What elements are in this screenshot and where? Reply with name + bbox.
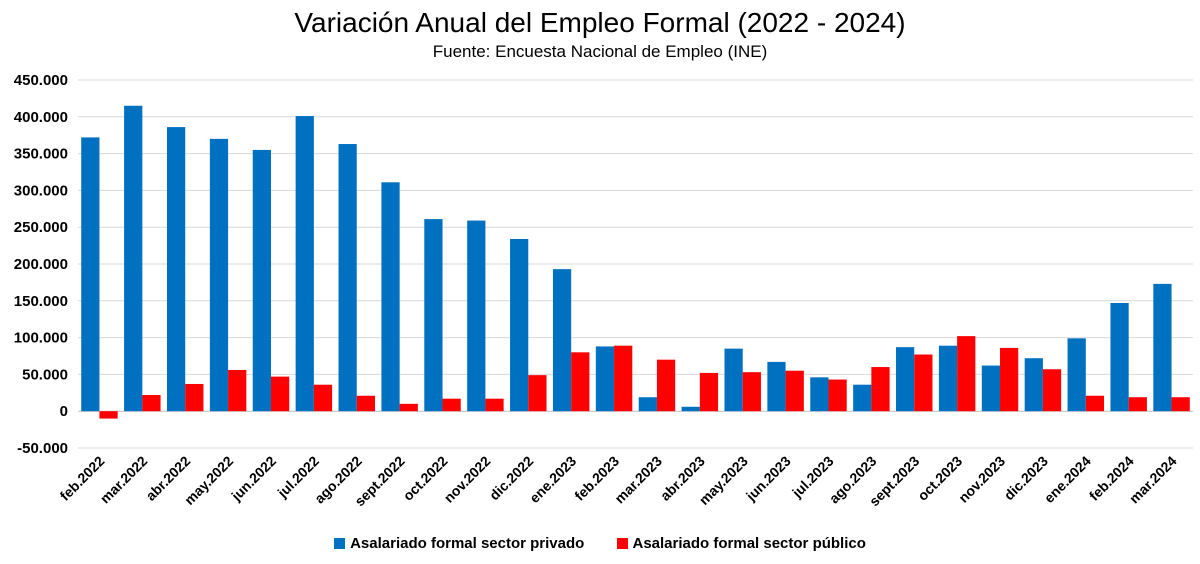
- x-tick-label: mar.2024: [1126, 453, 1180, 507]
- y-tick-label: 350.000: [14, 146, 68, 163]
- bar-private-sept.2022: [381, 182, 400, 412]
- bar-private-oct.2023: [938, 345, 958, 412]
- bar-private-jun.2023: [767, 361, 786, 412]
- y-tick-label: 300.000: [14, 182, 68, 199]
- bar-private-ene.2024: [1067, 338, 1086, 412]
- bars: [81, 105, 1190, 419]
- x-tick-label: nov.2023: [955, 453, 1008, 506]
- y-tick-label: -50.000: [17, 440, 68, 457]
- bar-private-feb.2022: [81, 137, 100, 412]
- bar-public-jun.2023: [785, 370, 804, 412]
- y-tick-label: 50.000: [22, 366, 68, 383]
- bar-private-feb.2024: [1110, 303, 1129, 412]
- bar-private-mar.2022: [124, 105, 143, 412]
- bar-private-nov.2022: [467, 220, 486, 412]
- bar-private-jul.2022: [295, 116, 314, 412]
- x-tick-label: mar.2023: [611, 453, 665, 507]
- x-tick-label: ene.2023: [526, 453, 579, 506]
- x-tick-label: nov.2022: [441, 453, 494, 506]
- legend-swatch-private: [334, 538, 346, 549]
- y-tick-label: 250.000: [14, 219, 68, 236]
- y-tick-label: 0: [60, 403, 68, 420]
- y-tick-label: 400.000: [14, 109, 68, 126]
- bar-private-ene.2023: [552, 269, 572, 412]
- bar-private-nov.2023: [981, 365, 1001, 412]
- bar-public-feb.2022: [99, 411, 118, 419]
- bar-public-mar.2023: [656, 359, 676, 412]
- bar-private-dic.2022: [510, 238, 529, 412]
- bar-private-mar.2023: [638, 397, 657, 412]
- bar-public-ene.2023: [571, 352, 590, 412]
- x-axis-tick-labels: feb.2022mar.2022abr.2022may.2022jun.2022…: [57, 453, 1180, 510]
- bar-private-ago.2022: [338, 144, 357, 412]
- bar-private-oct.2022: [424, 219, 443, 412]
- bar-private-may.2022: [209, 138, 229, 412]
- bar-private-feb.2023: [595, 346, 615, 412]
- legend-label-public: Asalariado formal sector público: [632, 535, 866, 552]
- bar-public-mar.2022: [142, 395, 161, 412]
- bar-private-dic.2023: [1024, 358, 1043, 412]
- legend: Asalariado formal sector privado Asalari…: [0, 535, 1200, 553]
- bar-private-sept.2023: [896, 347, 915, 412]
- bar-public-feb.2023: [614, 345, 633, 412]
- bar-public-mar.2024: [1171, 397, 1190, 412]
- bar-private-may.2023: [724, 348, 743, 412]
- chart-title: Variación Anual del Empleo Formal (2022 …: [294, 7, 906, 38]
- bar-private-abr.2022: [166, 127, 186, 412]
- bar-private-mar.2024: [1153, 283, 1172, 412]
- x-tick-label: mar.2022: [97, 453, 151, 507]
- legend-item-private: Asalariado formal sector privado: [334, 535, 584, 552]
- y-tick-label: 150.000: [14, 293, 68, 310]
- bar-public-may.2022: [228, 369, 247, 412]
- y-tick-label: 450.000: [14, 72, 68, 89]
- legend-label-private: Asalariado formal sector privado: [350, 535, 585, 552]
- bar-public-abr.2023: [699, 372, 719, 412]
- x-tick-label: jun.2023: [742, 453, 794, 505]
- y-tick-label: 200.000: [14, 256, 68, 273]
- y-tick-label: 100.000: [14, 330, 68, 347]
- bar-public-sept.2022: [399, 403, 418, 412]
- bar-public-dic.2022: [528, 375, 547, 412]
- x-tick-label: jun.2022: [227, 453, 279, 505]
- legend-item-public: Asalariado formal sector público: [616, 535, 866, 552]
- bar-private-abr.2023: [681, 406, 700, 412]
- bar-public-jul.2023: [828, 379, 847, 412]
- x-tick-label: ene.2024: [1041, 453, 1094, 506]
- bar-public-oct.2023: [957, 336, 976, 412]
- legend-swatch-public: [616, 538, 628, 549]
- bar-public-nov.2023: [1000, 347, 1019, 412]
- bar-public-sept.2023: [914, 354, 933, 412]
- bar-private-ago.2023: [853, 384, 872, 412]
- bar-public-oct.2022: [442, 398, 461, 412]
- bar-public-nov.2022: [485, 398, 504, 412]
- bar-public-ago.2023: [871, 367, 890, 412]
- bar-public-may.2023: [742, 372, 761, 412]
- bar-public-dic.2023: [1042, 369, 1062, 412]
- y-axis-tick-labels: 450.000 400.000 350.000 300.000 250.000 200.0…: [14, 72, 68, 457]
- bar-public-feb.2024: [1128, 397, 1147, 412]
- bar-public-abr.2022: [185, 383, 204, 412]
- bar-public-ago.2022: [356, 395, 375, 412]
- bar-private-jul.2023: [810, 377, 829, 412]
- bar-public-jul.2022: [313, 384, 333, 412]
- bar-public-jun.2022: [270, 376, 290, 412]
- bar-private-jun.2022: [252, 149, 271, 412]
- chart-subtitle: Fuente: Encuesta Nacional de Empleo (INE…: [432, 42, 768, 61]
- bar-public-ene.2024: [1085, 395, 1105, 412]
